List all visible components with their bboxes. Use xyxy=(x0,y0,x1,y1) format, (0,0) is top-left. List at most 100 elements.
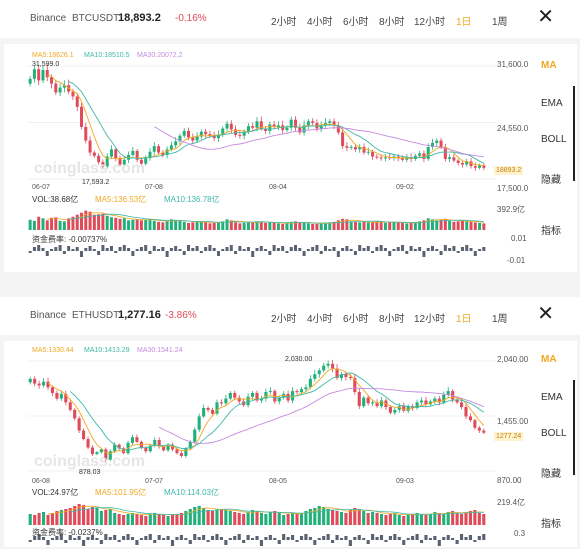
funding-bar xyxy=(105,248,109,251)
volume-bar xyxy=(336,220,340,230)
funding-bar xyxy=(122,536,126,540)
ma10-line xyxy=(69,372,485,451)
funding-bar xyxy=(482,534,486,540)
funding-bar xyxy=(153,540,157,543)
tf-12h[interactable]: 12小时 xyxy=(414,17,446,28)
candle-body xyxy=(55,392,59,399)
side-hide[interactable]: 隐藏 xyxy=(541,469,561,480)
tf-4h[interactable]: 4小时 xyxy=(307,17,333,28)
candle-body xyxy=(473,166,477,168)
tf-1w[interactable]: 1周 xyxy=(492,314,508,325)
volume-bar xyxy=(95,507,99,525)
price-label: 1,277.16 xyxy=(118,309,161,321)
volume-bar xyxy=(311,223,315,230)
candle-body xyxy=(238,134,242,136)
funding-bar xyxy=(393,534,397,540)
funding-bar xyxy=(135,540,139,545)
funding-bar xyxy=(328,249,332,251)
funding-bar xyxy=(384,540,388,542)
pair-label[interactable]: BTCUSDT xyxy=(72,13,120,24)
candle-body xyxy=(353,146,357,150)
side-ma[interactable]: MA xyxy=(541,60,557,71)
funding-bar xyxy=(184,538,188,540)
volume-bar xyxy=(84,210,88,230)
funding-bar xyxy=(424,535,428,540)
volume-bar xyxy=(379,221,383,230)
tf-4h[interactable]: 4小时 xyxy=(307,314,333,325)
funding-bar xyxy=(224,540,228,545)
volume-bar xyxy=(153,512,157,525)
pair-label[interactable]: ETHUSDT xyxy=(72,310,120,321)
volume-bar xyxy=(468,510,472,525)
volume-bar xyxy=(482,223,486,230)
btc-chart-svg[interactable] xyxy=(4,44,577,272)
side-boll[interactable]: BOLL xyxy=(541,428,567,439)
funding-bar xyxy=(464,537,468,540)
close-icon[interactable]: ✕ xyxy=(537,303,554,325)
price-label: 18,893.2 xyxy=(118,12,161,24)
volume-bar xyxy=(215,509,219,525)
funding-bar xyxy=(179,535,183,540)
candle-body xyxy=(478,165,482,168)
ma10-legend: MA10:1413.29 xyxy=(84,347,130,354)
candle-body xyxy=(468,416,472,421)
candle-body xyxy=(335,368,339,378)
btc-chart-area: coinglass.com MA5:18626.1 MA10:18510.5 M… xyxy=(4,44,577,272)
funding-bar xyxy=(170,540,175,546)
volume-bar xyxy=(193,506,197,525)
funding-bar xyxy=(437,540,441,546)
tf-1w[interactable]: 1周 xyxy=(492,17,508,28)
side-indicator[interactable]: 指标 xyxy=(541,519,561,530)
eth-chart-svg[interactable] xyxy=(4,341,577,547)
side-ema[interactable]: EMA xyxy=(541,98,563,109)
volume-bar xyxy=(383,222,387,230)
funding-bar xyxy=(442,537,446,540)
funding-bar xyxy=(148,534,152,540)
tf-12h[interactable]: 12小时 xyxy=(414,314,446,325)
tf-2h[interactable]: 2小时 xyxy=(271,17,297,28)
funding-bar xyxy=(157,249,161,251)
tf-8h[interactable]: 8小时 xyxy=(379,17,405,28)
volume-bar xyxy=(465,221,469,230)
volume-bar xyxy=(428,513,432,525)
tf-1d[interactable]: 1日 xyxy=(456,17,472,28)
funding-bar xyxy=(415,534,419,540)
volume-bar xyxy=(97,214,101,230)
volume-bar xyxy=(362,221,366,230)
volume-bar xyxy=(477,512,481,525)
candle-body xyxy=(379,157,383,159)
funding-bar xyxy=(59,534,63,540)
candle-body xyxy=(202,408,206,417)
candle-body xyxy=(210,409,215,414)
funding-bar xyxy=(62,251,66,254)
side-hide[interactable]: 隐藏 xyxy=(541,175,561,186)
side-ema[interactable]: EMA xyxy=(541,392,563,403)
funding-bar xyxy=(242,249,246,251)
funding-bar xyxy=(302,251,306,256)
tf-1d[interactable]: 1日 xyxy=(456,314,472,325)
candle-body xyxy=(437,398,441,403)
x-tick: 07-07 xyxy=(145,478,163,485)
candle-body xyxy=(45,70,49,78)
volume-bar xyxy=(82,504,86,525)
volume-bar xyxy=(348,509,352,525)
tf-6h[interactable]: 6小时 xyxy=(343,314,369,325)
side-boll[interactable]: BOLL xyxy=(541,134,567,145)
tf-8h[interactable]: 8小时 xyxy=(379,314,405,325)
close-icon[interactable]: ✕ xyxy=(537,6,554,28)
side-ma[interactable]: MA xyxy=(541,354,557,365)
volume-bar xyxy=(443,218,447,230)
volume-bar xyxy=(482,513,486,525)
y-tick: 1,455.00 xyxy=(497,417,529,426)
tf-6h[interactable]: 6小时 xyxy=(343,17,369,28)
funding-bar xyxy=(246,247,250,251)
volume-bar xyxy=(435,220,439,230)
volume-bar xyxy=(157,513,161,525)
tf-2h[interactable]: 2小时 xyxy=(271,314,297,325)
volume-bar xyxy=(135,219,139,230)
candle-body xyxy=(464,407,468,417)
candle-body xyxy=(208,134,212,136)
side-indicator[interactable]: 指标 xyxy=(541,226,561,237)
candle-body xyxy=(353,377,357,393)
volume-bar xyxy=(219,508,223,525)
